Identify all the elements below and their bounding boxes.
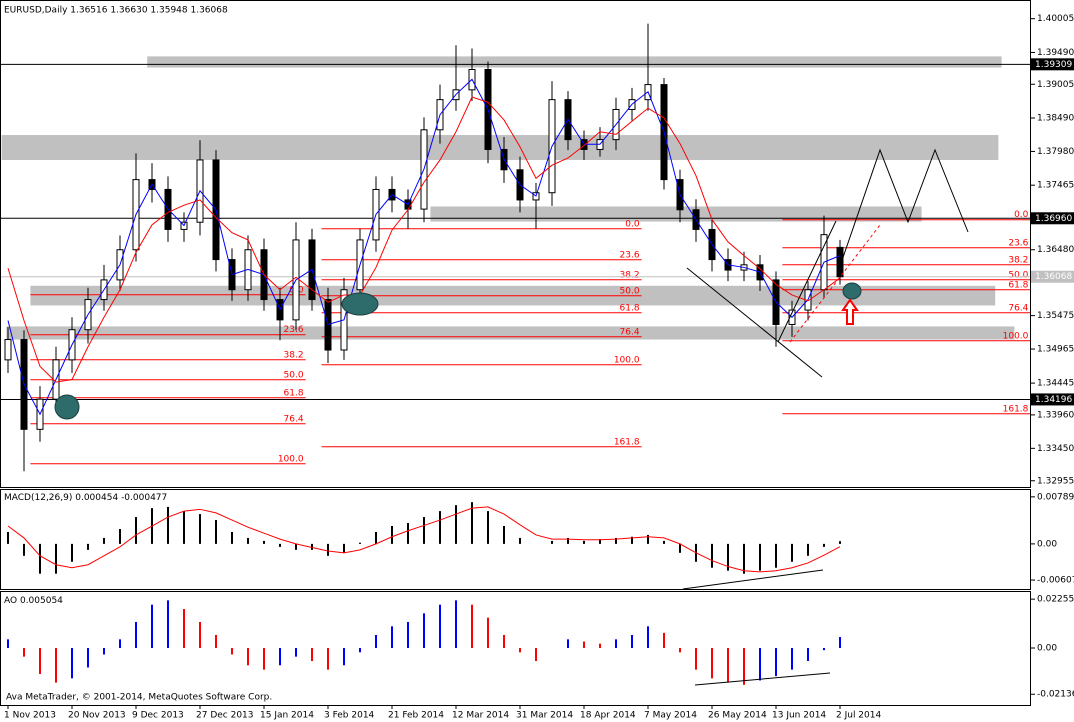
fib-label: 38.2 (1008, 255, 1028, 265)
trend-line (789, 224, 881, 343)
macd-panel (0, 489, 1031, 590)
zone (6, 326, 1015, 340)
highlight (341, 292, 379, 316)
trend-line (686, 267, 823, 378)
y-tick-label: 1.33960 (1037, 410, 1074, 420)
projection-path (837, 148, 969, 273)
y-tick-label: -0.006071 (1037, 576, 1074, 586)
price-level-label: 1.36960 (1035, 214, 1072, 224)
fib-label: 23.6 (620, 250, 640, 260)
divergence-line (682, 569, 824, 590)
x-tick-label: 3 Feb 2014 (324, 711, 375, 721)
fib-label: 38.2 (620, 270, 640, 280)
y-tick-label: 0.00 (1037, 643, 1057, 653)
y-tick-label: 1.33450 (1037, 444, 1074, 454)
main-panel (0, 0, 1031, 488)
candle-body (836, 246, 844, 278)
macd-signal-value: -0.000477 (121, 493, 167, 503)
y-tick-label: 1.35475 (1037, 311, 1074, 321)
x-tick-label: 1 Nov 2013 (4, 711, 56, 721)
x-tick-label: 20 Nov 2013 (68, 711, 126, 721)
price-level-box (1031, 212, 1074, 225)
highlight (842, 282, 862, 300)
x-tick-label: 15 Jan 2014 (260, 711, 314, 721)
ao-value: 0.005054 (20, 596, 63, 606)
fib-label: 76.4 (1008, 303, 1028, 313)
fib-label: 61.8 (620, 303, 640, 313)
x-tick-label: 7 May 2014 (644, 711, 697, 721)
y-tick-label: 1.34445 (1037, 379, 1074, 389)
y-tick-label: 1.36480 (1037, 245, 1074, 255)
price-level-box (1031, 393, 1074, 406)
price-level-label: 1.39309 (1035, 60, 1072, 70)
fib-label: 100.0 (1003, 331, 1029, 341)
ao-title: AO 0.005054 (4, 596, 63, 606)
up-arrow (841, 298, 859, 325)
x-tick-label: 12 Mar 2014 (452, 711, 509, 721)
fib-label: 50.0 (620, 286, 640, 296)
fib-label: 100.0 (278, 454, 304, 464)
fib-label: 76.4 (620, 327, 640, 337)
candle-body (4, 339, 12, 361)
zone (147, 56, 1002, 68)
fib-label: 76.4 (284, 414, 304, 424)
macd-title: MACD(12,26,9) 0.000454 -0.000477 (4, 493, 167, 503)
x-tick-label: 31 Mar 2014 (516, 711, 573, 721)
price-level-box (1031, 270, 1074, 283)
ao-panel (0, 591, 1031, 706)
price-level-label: 1.34196 (1035, 395, 1072, 405)
fib-label: 61.8 (284, 388, 304, 398)
x-tick-label: 2 Jul 2014 (836, 711, 881, 721)
watermark: Ava MetaTrader, © 2001-2014, MetaQuotes … (6, 693, 272, 703)
ao-name: AO (4, 596, 17, 606)
highlight (54, 394, 80, 420)
y-tick-label: 1.39005 (1037, 80, 1074, 90)
y-tick-label: 1.34965 (1037, 345, 1074, 355)
chart-header: EURUSD,Daily 1.36516 1.36630 1.35948 1.3… (4, 6, 228, 16)
x-tick-label: 18 Apr 2014 (580, 711, 636, 721)
fib-label: 61.8 (1008, 280, 1028, 290)
signal-line (7, 506, 841, 573)
annotations (54, 148, 969, 686)
moving-average (7, 78, 841, 416)
macd-name: MACD(12,26,9) (4, 493, 72, 503)
y-tick-label: 0.00 (1037, 539, 1057, 549)
y-tick-label: 1.32955 (1037, 476, 1074, 486)
y-tick-label: 1.38490 (1037, 114, 1074, 124)
price-level-box (1031, 58, 1074, 71)
x-tick-label: 13 Jun 2014 (772, 711, 826, 721)
y-tick-label: 1.39490 (1037, 48, 1074, 58)
fib-label: 100.0 (614, 355, 640, 365)
price-level-label: 1.36068 (1035, 272, 1072, 282)
fib-label: 23.6 (284, 325, 304, 335)
fib-label: 50.0 (1008, 270, 1028, 280)
y-tick-label: -0.021361 (1037, 690, 1074, 700)
fib-label: 38.2 (284, 350, 304, 360)
fib-label: 23.6 (1008, 238, 1028, 248)
macd-main-value: 0.000454 (75, 493, 118, 503)
fib-label: 161.8 (1003, 404, 1029, 414)
y-tick-label: 1.37465 (1037, 181, 1074, 191)
divergence-line (694, 672, 831, 686)
fib-label: 161.8 (614, 437, 640, 447)
moving-average (7, 96, 841, 383)
y-tick-label: 1.37980 (1037, 147, 1074, 157)
y-tick-label: 0.022559 (1037, 595, 1074, 605)
trend-line (777, 220, 837, 343)
x-tick-label: 21 Feb 2014 (388, 711, 444, 721)
frame (0, 0, 1031, 706)
fib-label: 0.0 (625, 219, 640, 229)
fib-label: 0.0 (1014, 210, 1029, 220)
x-tick-label: 27 Dec 2013 (196, 711, 254, 721)
y-tick-label: 1.40005 (1037, 14, 1074, 24)
y-tick-label: 0.007895 (1037, 492, 1074, 502)
x-tick-label: 9 Dec 2013 (132, 711, 184, 721)
fib-label: 50.0 (284, 370, 304, 380)
x-tick-label: 26 May 2014 (708, 711, 767, 721)
